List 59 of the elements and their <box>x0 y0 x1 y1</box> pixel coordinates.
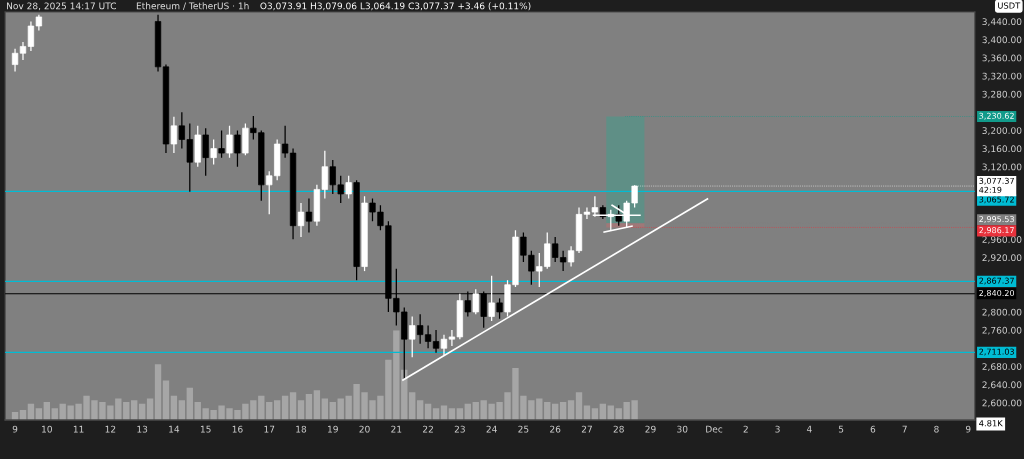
chart-subtitle: Nov 28, 2025 14:17 UTC <box>7 2 116 11</box>
x-tick-label: 3 <box>775 425 780 433</box>
y-tick-label: 2,680.00 <box>982 363 1022 371</box>
y-tick-label: 3,440.00 <box>982 18 1022 26</box>
y-tick-label: 2,920.00 <box>982 254 1022 262</box>
y-tick-label: 2,760.00 <box>982 326 1022 335</box>
x-tick-label: 26 <box>550 425 561 433</box>
ref-line-label: 2,711.03 <box>979 348 1014 356</box>
y-tick-label: 3,280.00 <box>982 90 1022 99</box>
chart-title: Ethereum / TetherUS · 1h <box>136 2 249 10</box>
y-tick-label: 3,320.00 <box>982 72 1022 81</box>
x-tick-label: 6 <box>870 425 876 433</box>
y-tick-label: 3,160.00 <box>982 145 1022 154</box>
x-tick-label: 27 <box>581 425 592 433</box>
x-tick-label: 24 <box>486 425 497 433</box>
x-tick-label: 11 <box>73 425 84 433</box>
y-tick-label: 2,640.00 <box>982 381 1022 390</box>
x-tick-label: 18 <box>296 425 307 433</box>
x-tick-label: 19 <box>328 425 338 433</box>
x-tick-label: 10 <box>42 425 52 433</box>
y-tick-label: 2,960.00 <box>982 236 1022 244</box>
x-tick-label: 9 <box>965 425 971 433</box>
x-tick-label: 12 <box>105 425 116 433</box>
annotation: 3,230.62 <box>979 112 1014 120</box>
x-tick-label: 17 <box>264 425 275 433</box>
y-tick-label: 3,360.00 <box>982 54 1022 63</box>
x-tick-label: 22 <box>423 425 433 433</box>
x-tick-label: 15 <box>200 425 211 433</box>
y-tick-label: 2,800.00 <box>982 308 1022 317</box>
x-tick-label: 20 <box>359 425 370 433</box>
x-tick-label: 29 <box>645 425 656 433</box>
annotation: 2,995.53 <box>979 216 1014 223</box>
x-tick-label: 2 <box>743 425 748 433</box>
y-axis-title: USDT <box>998 2 1021 9</box>
annotation: 3,077.37 42:19 <box>979 177 1014 193</box>
x-tick-label: Dec <box>706 425 723 433</box>
text: 4.81K <box>979 420 1003 427</box>
x-tick-label: 14 <box>169 425 180 433</box>
x-tick-label: 30 <box>677 425 688 433</box>
x-tick-label: 8 <box>934 425 939 433</box>
x-tick-label: 7 <box>902 425 907 433</box>
ref-line-label: 2,867.37 <box>979 277 1014 285</box>
x-tick-label: 23 <box>454 425 465 433</box>
annotation: 2,986.17 <box>979 227 1014 235</box>
x-tick-label: 28 <box>613 425 624 433</box>
y-tick-label: 3,200.00 <box>982 127 1022 135</box>
y-tick-label: 3,400.00 <box>982 36 1022 45</box>
x-tick-label: 21 <box>391 425 402 433</box>
x-tick-label: 9 <box>12 425 18 433</box>
x-tick-label: 16 <box>232 425 243 433</box>
ref-line-label: 3,065.72 <box>979 196 1014 204</box>
ref-line-label: 2,840.20 <box>979 289 1015 297</box>
y-tick-label: 2,600.00 <box>982 399 1022 408</box>
text: O3,073.91 H3,079.06 L3,064.19 C3,077.37 +3.46 (+0.11%) <box>260 2 531 11</box>
y-tick-label: 3,120.00 <box>982 163 1022 172</box>
x-tick-label: 5 <box>838 425 844 433</box>
x-tick-label: 13 <box>137 425 148 433</box>
x-tick-label: 4 <box>806 425 812 433</box>
x-tick-label: 25 <box>518 425 529 433</box>
